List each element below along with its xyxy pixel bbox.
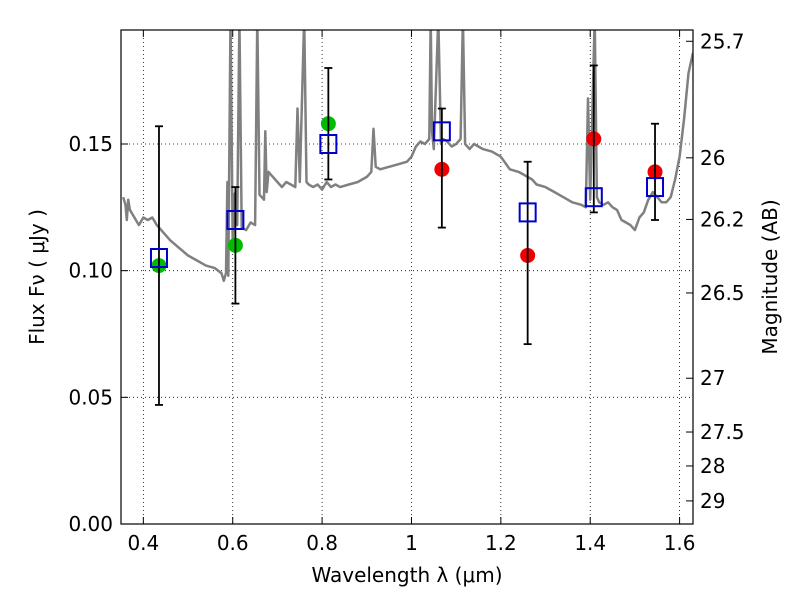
y-tick-label: 0.10 xyxy=(68,259,113,283)
plot-area xyxy=(121,30,693,524)
model-flux-square xyxy=(149,248,168,268)
x-tick-label: 1.4 xyxy=(574,531,606,555)
x-tick-label: 0.4 xyxy=(127,531,159,555)
right-tick-label: 26 xyxy=(700,146,725,170)
x-tick-label: 0.6 xyxy=(217,531,249,555)
x-tick-label: 0.8 xyxy=(306,531,338,555)
x-tick-label: 1.2 xyxy=(485,531,517,555)
model-flux-square xyxy=(584,187,603,208)
model-flux-square xyxy=(518,202,537,223)
right-tick-label: 28 xyxy=(700,454,725,478)
right-axis-label: Magnitude (AB) xyxy=(758,199,782,354)
model-flux-square xyxy=(319,134,338,154)
plot-content xyxy=(122,30,693,406)
plot-frame xyxy=(120,29,694,525)
right-tick-label: 27.5 xyxy=(700,420,745,444)
y-tick-label: 0.15 xyxy=(68,132,113,156)
model-flux-square xyxy=(226,210,245,230)
x-tick-label: 1 xyxy=(405,531,418,555)
axis-ticks: 0.4 0.6 0.8 1 1.2 1.4 1.6 0.00 0.05 0.10 0.15 25.7 2… xyxy=(68,29,744,555)
model-spectrum-line xyxy=(122,30,693,283)
right-tick-label: 26.5 xyxy=(700,281,745,305)
right-tick-label: 26.2 xyxy=(700,207,745,231)
right-tick-label: 25.7 xyxy=(700,29,745,53)
model-flux-square xyxy=(432,121,451,142)
y-tick-label: 0.00 xyxy=(68,512,113,536)
x-tick-label: 1.6 xyxy=(664,531,696,555)
right-tick-label: 29 xyxy=(700,489,725,513)
right-tick-label: 27 xyxy=(700,366,725,390)
y-tick-label: 0.05 xyxy=(68,385,113,409)
model-flux-square xyxy=(646,177,665,198)
y-axis-label: Flux Fν ( μJy ) xyxy=(25,209,49,345)
x-axis-label: Wavelength λ (μm) xyxy=(311,563,502,587)
